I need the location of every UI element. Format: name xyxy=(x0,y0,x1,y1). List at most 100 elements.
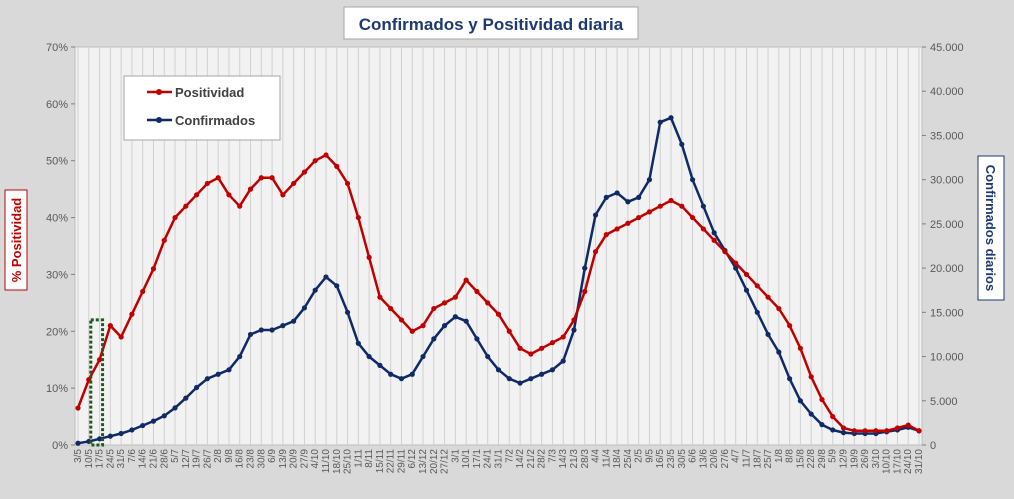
data-point-positividad xyxy=(409,328,415,334)
data-point-positividad xyxy=(603,232,609,238)
legend-marker xyxy=(156,89,162,95)
data-point-confirmados xyxy=(183,395,189,401)
data-point-positividad xyxy=(657,203,663,209)
data-point-confirmados xyxy=(129,427,135,433)
data-point-confirmados xyxy=(592,212,599,218)
x-tick-label: 8/8 xyxy=(785,449,796,463)
data-point-positividad xyxy=(776,305,782,312)
data-point-positividad xyxy=(614,226,620,232)
x-tick-label: 20/9 xyxy=(289,449,300,469)
x-tick-label: 3/10 xyxy=(871,449,882,469)
data-point-confirmados xyxy=(140,422,146,429)
data-point-positividad xyxy=(797,345,803,351)
x-tick-label: 11/4 xyxy=(601,449,612,468)
y-axis-right-title-text: Confirmados diarios xyxy=(983,165,998,291)
data-point-positividad xyxy=(506,328,512,334)
data-point-positividad xyxy=(75,405,81,411)
x-tick-label: 28/2 xyxy=(537,449,548,469)
data-point-confirmados xyxy=(539,371,545,377)
y-axis-left-title-text: % Positividad xyxy=(9,198,24,283)
data-point-confirmados xyxy=(118,430,124,437)
x-tick-label: 6/9 xyxy=(267,449,278,463)
data-point-positividad xyxy=(733,260,739,266)
data-point-confirmados xyxy=(226,367,232,373)
y-tick-label-left: 40% xyxy=(46,213,68,225)
x-tick-label: 20/6 xyxy=(709,449,720,469)
data-point-positividad xyxy=(96,357,103,363)
data-point-positividad xyxy=(700,226,706,232)
data-point-positividad xyxy=(851,428,857,434)
data-point-positividad xyxy=(539,345,545,351)
y-axis-left: 0% 10% 20% 30% 40% 50% 60% 70% xyxy=(46,42,75,452)
data-point-positividad xyxy=(862,428,868,434)
x-tick-label: 21/2 xyxy=(526,449,537,469)
x-tick-label: 13/9 xyxy=(278,449,289,469)
x-tick-label: 24/10 xyxy=(903,449,914,474)
data-point-confirmados xyxy=(776,349,782,355)
data-point-positividad xyxy=(194,192,200,198)
x-tick-label: 14/6 xyxy=(138,449,149,469)
data-point-confirmados xyxy=(215,371,221,377)
data-point-confirmados xyxy=(603,194,609,200)
data-point-confirmados xyxy=(388,371,394,377)
x-tick-label: 22/8 xyxy=(806,449,817,469)
x-tick-label: 10/5 xyxy=(84,449,95,469)
x-tick-label: 10/10 xyxy=(882,449,893,474)
x-tick-label: 8/11 xyxy=(364,449,375,468)
data-point-confirmados xyxy=(323,274,329,280)
x-tick-label: 29/8 xyxy=(817,449,828,469)
data-point-positividad xyxy=(528,351,534,357)
data-point-confirmados xyxy=(668,115,674,121)
data-point-confirmados xyxy=(560,358,566,364)
data-point-confirmados xyxy=(441,323,448,329)
y-tick-label-right: 20.000 xyxy=(930,263,964,275)
data-point-positividad xyxy=(388,305,394,312)
x-tick-label: 11/7 xyxy=(741,449,752,468)
data-point-positividad xyxy=(150,266,157,272)
x-tick-label: 21/6 xyxy=(148,449,159,469)
legend-label: Confirmados xyxy=(175,113,255,128)
data-point-positividad xyxy=(474,288,480,295)
data-point-positividad xyxy=(495,311,502,317)
x-tick-label: 18/10 xyxy=(332,449,343,474)
data-point-positividad xyxy=(129,311,135,317)
x-tick-label: 11/10 xyxy=(321,449,332,474)
data-point-confirmados xyxy=(96,436,103,442)
data-point-confirmados xyxy=(334,283,340,289)
data-point-confirmados xyxy=(463,318,469,324)
data-point-positividad xyxy=(291,180,297,187)
data-point-confirmados xyxy=(452,314,458,320)
data-point-positividad xyxy=(722,249,728,255)
data-point-confirmados xyxy=(247,331,254,338)
data-point-positividad xyxy=(873,428,879,434)
data-point-confirmados xyxy=(754,309,760,315)
data-point-confirmados xyxy=(150,418,157,424)
x-tick-label: 16/8 xyxy=(235,449,246,469)
data-point-confirmados xyxy=(355,340,361,346)
data-point-confirmados xyxy=(625,199,631,205)
x-tick-label: 19/7 xyxy=(192,449,203,469)
data-point-positividad xyxy=(441,300,448,306)
data-point-confirmados xyxy=(765,331,771,338)
data-point-confirmados xyxy=(582,265,588,271)
data-point-positividad xyxy=(269,175,275,181)
x-tick-label: 14/2 xyxy=(515,449,526,469)
x-tick-label: 27/12 xyxy=(440,449,451,474)
data-point-confirmados xyxy=(830,427,836,433)
data-point-positividad xyxy=(323,152,329,158)
x-tick-label: 18/4 xyxy=(612,449,623,469)
data-point-confirmados xyxy=(344,309,351,315)
data-point-positividad xyxy=(355,214,361,221)
x-tick-label: 2/5 xyxy=(634,449,645,463)
data-point-confirmados xyxy=(75,440,81,446)
x-tick-label: 12/7 xyxy=(181,449,192,469)
data-point-positividad xyxy=(679,203,685,209)
y-tick-label-right: 35.000 xyxy=(930,130,964,142)
legend-box xyxy=(123,75,281,141)
x-tick-label: 12/9 xyxy=(839,449,850,469)
x-tick-label: 7/3 xyxy=(547,449,558,463)
x-tick-label: 26/9 xyxy=(860,449,871,469)
x-tick-label: 9/5 xyxy=(644,449,655,463)
y-tick-label-left: 70% xyxy=(46,42,68,54)
